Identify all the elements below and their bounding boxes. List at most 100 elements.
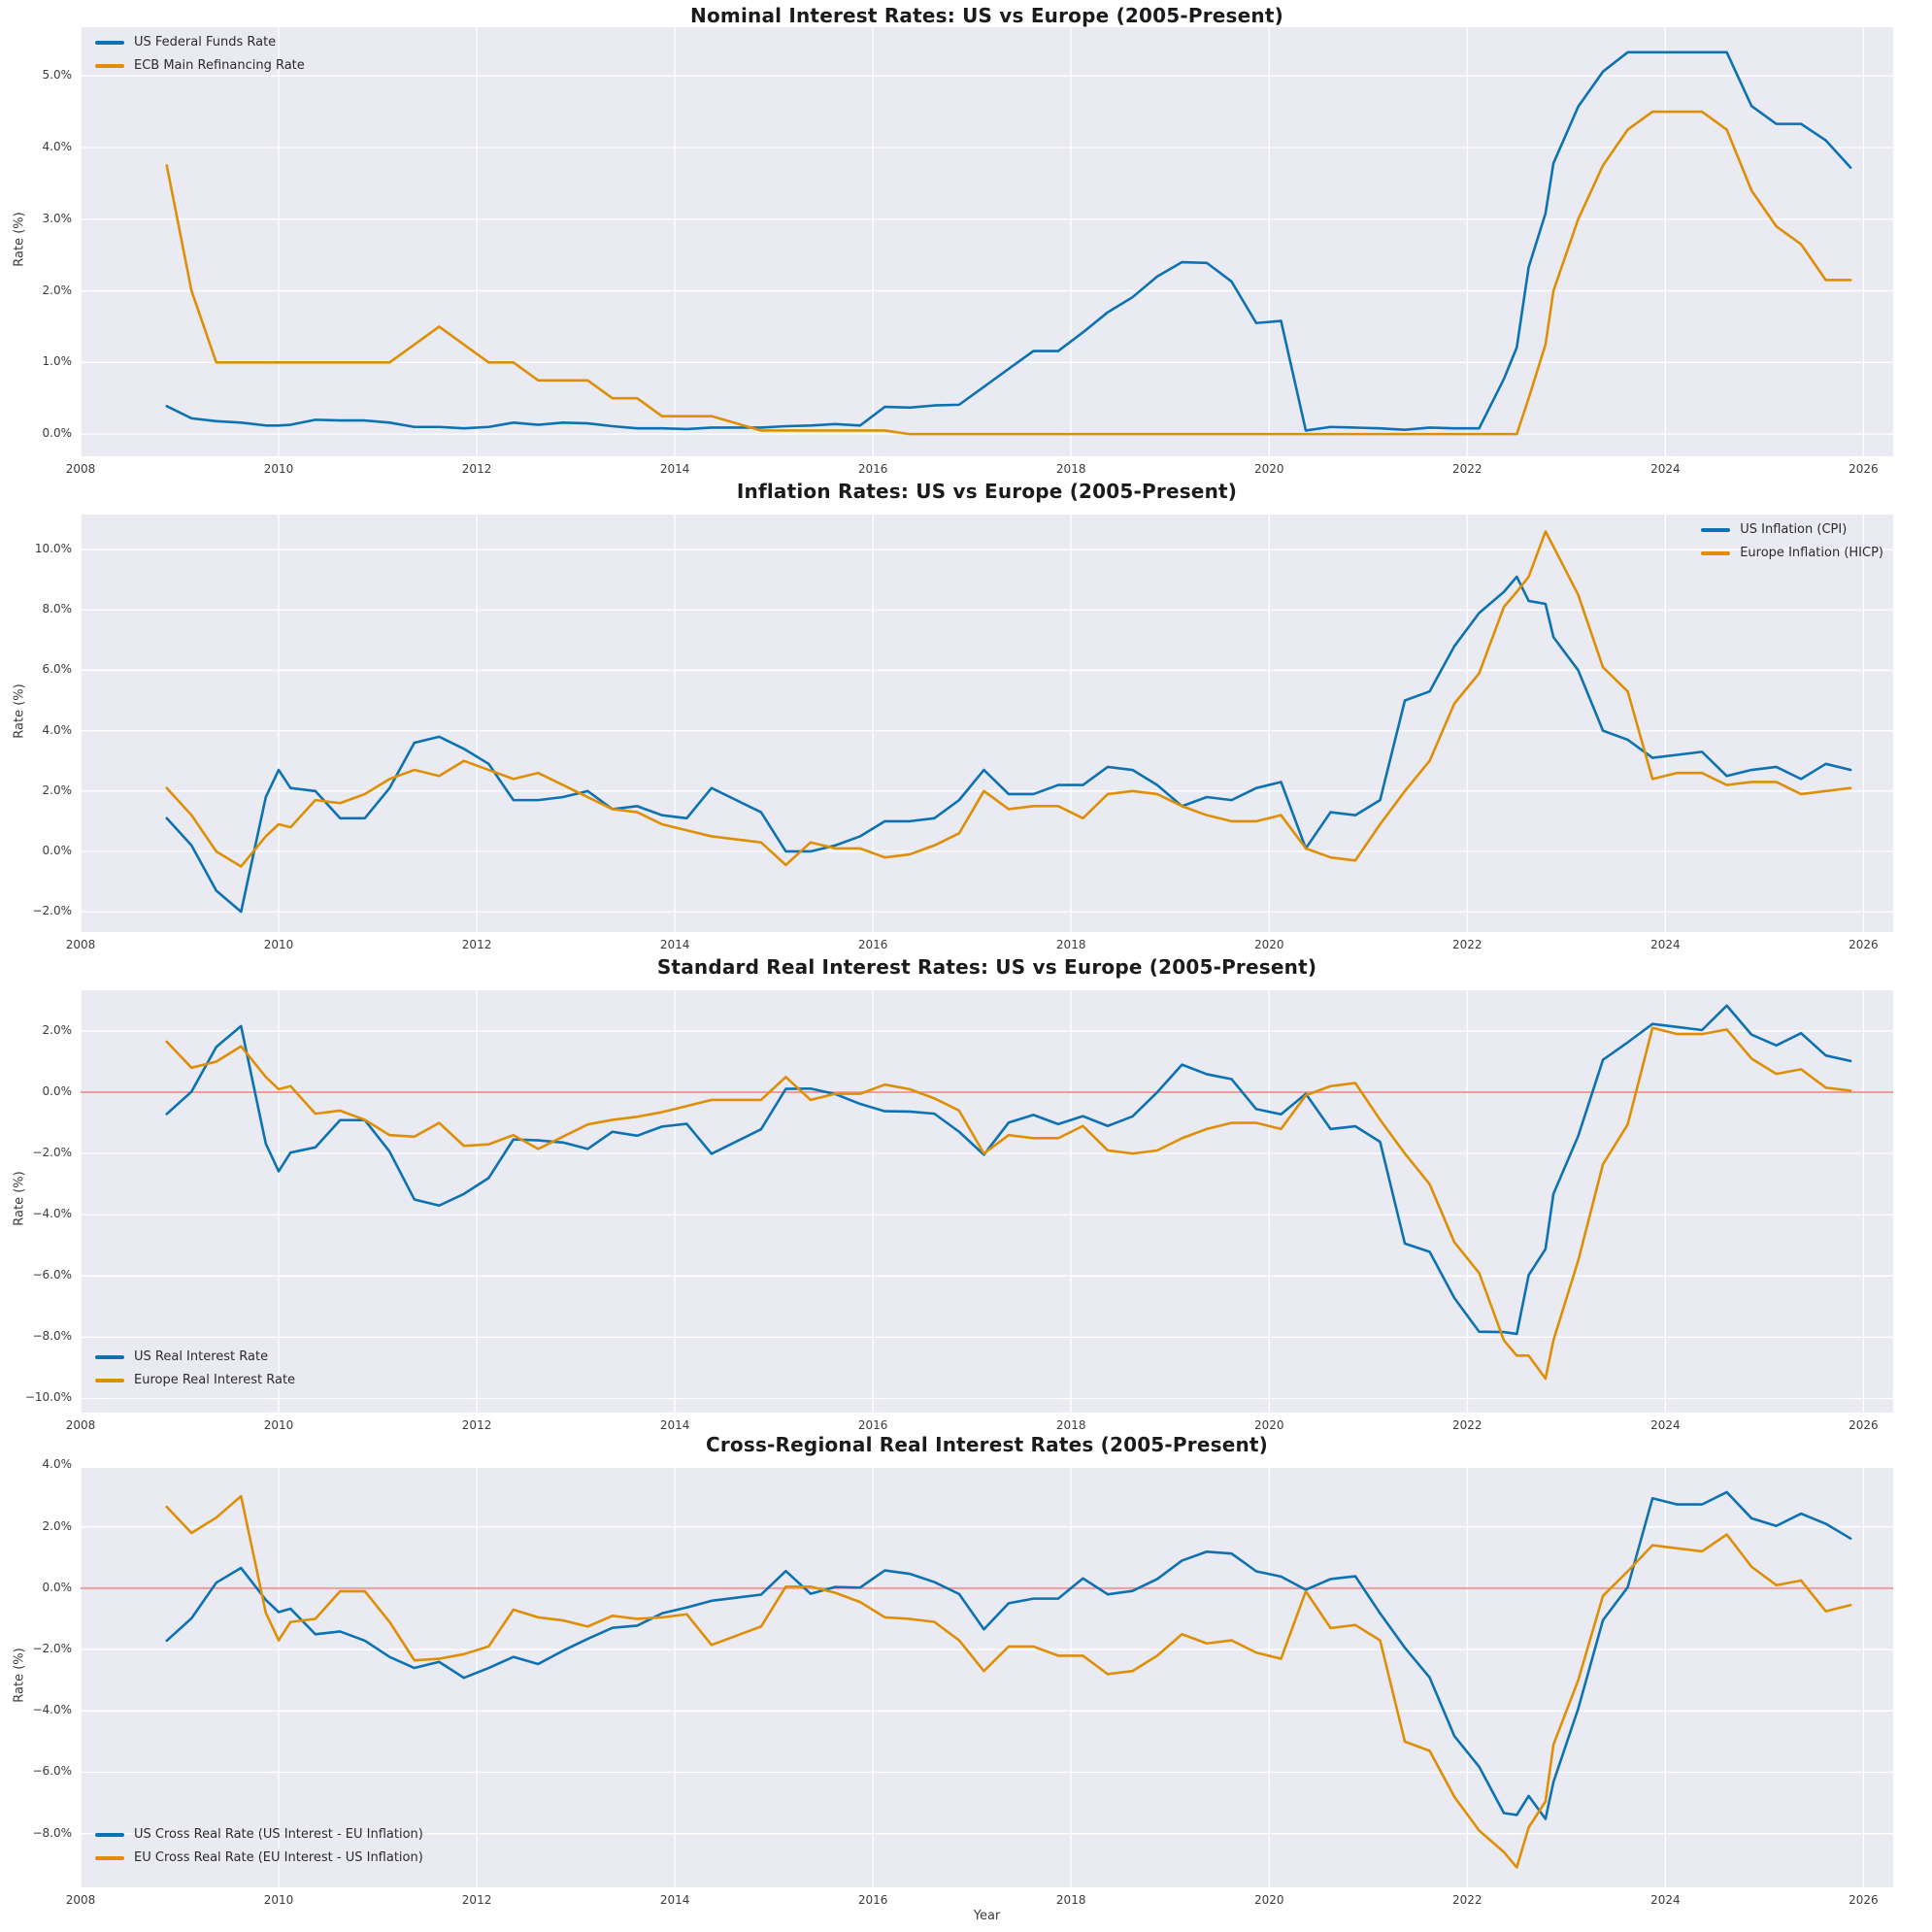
- y-tick-label: 5.0%: [42, 68, 73, 83]
- legend-label: EU Cross Real Rate (EU Interest - US Inf…: [134, 1850, 423, 1865]
- x-tick-label: 2020: [1253, 1418, 1284, 1432]
- x-tick-label: 2008: [65, 1893, 96, 1907]
- y-axis-label-nominal: Rate (%): [12, 212, 27, 267]
- plot-area-cross-real-rates: [81, 1468, 1893, 1887]
- x-tick-label: 2008: [65, 938, 96, 951]
- x-tick-label: 2022: [1452, 938, 1482, 951]
- series-line-us-inflation-cpi: [165, 575, 1852, 914]
- x-tick-label: 2012: [461, 462, 492, 476]
- legend-label: US Cross Real Rate (US Interest - EU Inf…: [134, 1827, 423, 1842]
- y-tick-label: −10.0%: [24, 1390, 72, 1405]
- y-tick-label: 1.0%: [42, 354, 73, 369]
- y-tick-label: −6.0%: [32, 1268, 72, 1282]
- y-tick-label: 2.0%: [42, 1518, 73, 1533]
- chart-canvas: [81, 990, 1893, 1413]
- series-line-ecb-main-refinancing-rate: [165, 110, 1852, 436]
- y-tick-label: −2.0%: [32, 1642, 72, 1656]
- x-tick-label: 2026: [1849, 1893, 1879, 1907]
- y-tick-label: 10.0%: [34, 542, 72, 556]
- y-tick-label: 8.0%: [42, 602, 73, 616]
- x-axis-label: Year: [973, 1909, 1001, 1923]
- chart-canvas: [81, 515, 1893, 932]
- x-tick-label: 2016: [857, 1893, 888, 1907]
- x-tick-label: 2014: [659, 1418, 690, 1432]
- x-tick-label: 2020: [1253, 1893, 1284, 1907]
- x-tick-label: 2016: [857, 938, 888, 951]
- y-tick-label: 0.0%: [42, 426, 73, 441]
- chart-title-real-rates: Standard Real Interest Rates: US vs Euro…: [656, 955, 1317, 979]
- plot-area-real-rates: [81, 990, 1893, 1413]
- x-tick-label: 2026: [1849, 1418, 1879, 1432]
- plot-area-inflation-rates: [81, 515, 1893, 932]
- y-tick-label: 4.0%: [42, 1457, 73, 1472]
- legend-item: EU Cross Real Rate (EU Interest - US Inf…: [95, 1850, 423, 1865]
- x-tick-label: 2014: [659, 462, 690, 476]
- chart-canvas: [81, 1468, 1893, 1887]
- y-tick-label: 2.0%: [42, 283, 73, 297]
- y-tick-label: 4.0%: [42, 722, 73, 737]
- legend-label: US Inflation (CPI): [1740, 522, 1848, 537]
- legend-item: ECB Main Refinancing Rate: [95, 58, 305, 73]
- legend-swatch: [1701, 527, 1731, 532]
- legend-swatch: [95, 1832, 124, 1837]
- y-axis-label-real: Rate (%): [12, 1171, 27, 1226]
- chart-title-cross-real-rates: Cross-Regional Real Interest Rates (2005…: [705, 1433, 1269, 1456]
- y-tick-label: 0.0%: [42, 1580, 73, 1594]
- legend: US Cross Real Rate (US Interest - EU Inf…: [95, 1827, 423, 1865]
- legend-label: Europe Real Interest Rate: [134, 1373, 296, 1387]
- legend-swatch: [95, 1354, 124, 1359]
- x-tick-label: 2016: [857, 1418, 888, 1432]
- legend: US Inflation (CPI) Europe Inflation (HICP…: [1701, 522, 1883, 560]
- legend-item: US Cross Real Rate (US Interest - EU Inf…: [95, 1827, 423, 1842]
- y-tick-label: −2.0%: [32, 1146, 72, 1160]
- x-tick-label: 2012: [461, 938, 492, 951]
- x-tick-label: 2018: [1055, 1893, 1086, 1907]
- y-tick-label: 2.0%: [42, 1022, 73, 1037]
- x-tick-label: 2010: [263, 938, 294, 951]
- y-tick-label: −8.0%: [32, 1329, 72, 1344]
- x-tick-label: 2010: [263, 1418, 294, 1432]
- y-tick-label: −6.0%: [32, 1764, 72, 1779]
- legend-item: US Inflation (CPI): [1701, 522, 1883, 537]
- y-axis-label-inflation: Rate (%): [12, 683, 27, 739]
- y-tick-label: 0.0%: [42, 843, 73, 857]
- chart-title-inflation-rates: Inflation Rates: US vs Europe (2005-Pres…: [736, 480, 1238, 503]
- legend-item: Europe Inflation (HICP): [1701, 546, 1883, 560]
- x-tick-label: 2018: [1055, 938, 1086, 951]
- x-tick-label: 2020: [1253, 462, 1284, 476]
- chart-canvas: [81, 27, 1893, 456]
- x-tick-label: 2008: [65, 462, 96, 476]
- legend-label: Europe Inflation (HICP): [1740, 546, 1883, 560]
- chart-title-nominal-rates: Nominal Interest Rates: US vs Europe (20…: [690, 4, 1283, 27]
- legend-swatch: [95, 63, 124, 68]
- x-tick-label: 2024: [1650, 1418, 1681, 1432]
- series-line-us-federal-funds-rate: [165, 50, 1852, 432]
- y-tick-label: 2.0%: [42, 783, 73, 797]
- legend-swatch: [1701, 550, 1731, 555]
- x-tick-label: 2014: [659, 938, 690, 951]
- y-tick-label: −8.0%: [32, 1825, 72, 1840]
- x-tick-label: 2022: [1452, 1418, 1482, 1432]
- x-tick-label: 2010: [263, 462, 294, 476]
- x-tick-label: 2012: [461, 1893, 492, 1907]
- y-tick-label: 0.0%: [42, 1084, 73, 1099]
- legend-label: ECB Main Refinancing Rate: [134, 58, 305, 73]
- legend-label: US Real Interest Rate: [134, 1349, 269, 1364]
- legend-swatch: [95, 40, 124, 45]
- legend-swatch: [95, 1855, 124, 1860]
- series-line-europe-inflation-hicp: [165, 530, 1852, 868]
- x-tick-label: 2014: [659, 1893, 690, 1907]
- x-tick-label: 2024: [1650, 1893, 1681, 1907]
- y-tick-label: 3.0%: [42, 211, 73, 225]
- series-line-europe-real-interest-rate: [165, 1026, 1852, 1381]
- y-tick-label: 4.0%: [42, 139, 73, 153]
- x-tick-label: 2018: [1055, 1418, 1086, 1432]
- series-line-us-cross-real-rate-us-interest-eu-inflation: [165, 1490, 1852, 1820]
- y-axis-label-cross: Rate (%): [12, 1648, 27, 1703]
- legend-label: US Federal Funds Rate: [134, 35, 277, 50]
- y-tick-label: 6.0%: [42, 662, 73, 677]
- x-tick-label: 2026: [1849, 938, 1879, 951]
- x-tick-label: 2026: [1849, 462, 1879, 476]
- y-tick-label: −4.0%: [32, 1207, 72, 1221]
